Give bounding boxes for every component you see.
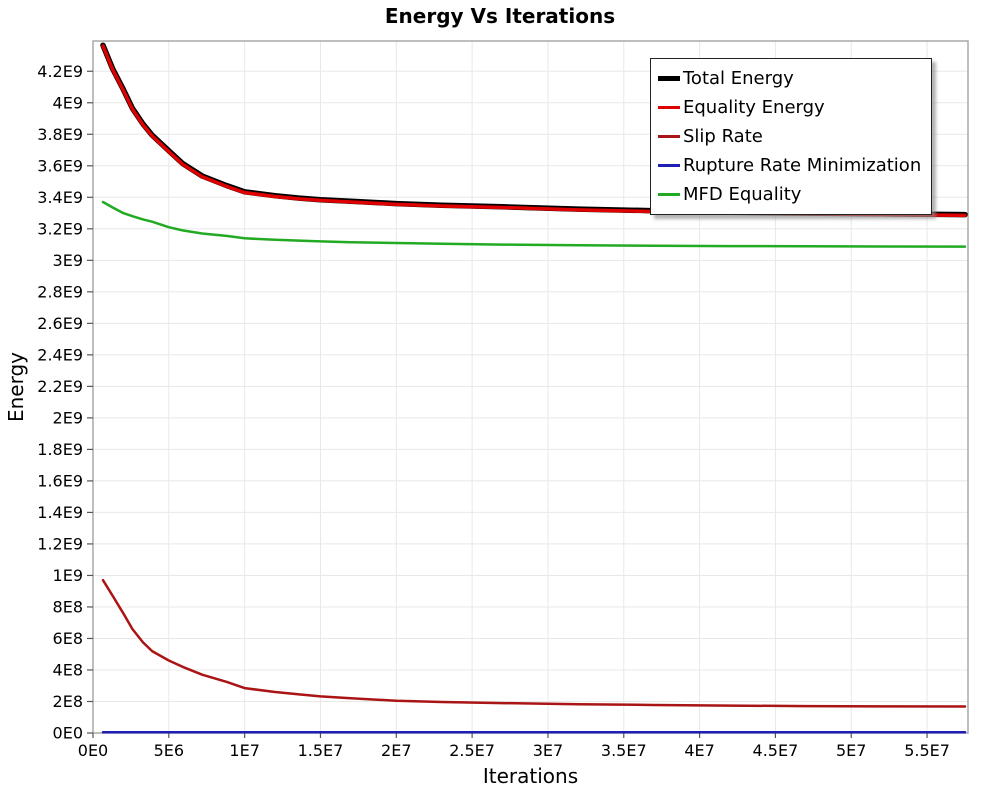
y-tick-label: 4E8 (53, 660, 83, 679)
y-tick-label: 1.4E9 (37, 503, 83, 522)
series-line-mfd-equality (101, 200, 967, 248)
y-tick-label: 8E8 (53, 597, 83, 616)
legend-item: Rupture Rate Minimization (658, 151, 921, 180)
legend-item: Equality Energy (658, 93, 921, 122)
y-axis-title: Energy (4, 351, 28, 423)
legend-item: Slip Rate (658, 122, 921, 151)
x-tick-label: 1.5E7 (298, 741, 344, 760)
legend-item-label: MFD Equality (683, 184, 802, 205)
x-tick-label: 3.5E7 (601, 741, 647, 760)
y-tick-label: 3.8E9 (37, 125, 83, 144)
x-tick-label: 4.5E7 (753, 741, 799, 760)
x-tick-label: 3E7 (533, 741, 563, 760)
legend-item-label: Rupture Rate Minimization (683, 155, 922, 176)
y-tick-label: 3.2E9 (37, 219, 83, 238)
legend-line-swatch (658, 193, 680, 196)
y-tick-label: 2.2E9 (37, 377, 83, 396)
y-tick-label: 3.6E9 (37, 156, 83, 175)
legend-line-swatch (658, 164, 680, 167)
y-tick-label: 0E0 (53, 724, 83, 743)
y-tick-label: 1.2E9 (37, 534, 83, 553)
legend: Total Energy Equality Energy Slip Rate Rupt… (650, 58, 933, 215)
y-tick-label: 1.6E9 (37, 471, 83, 490)
legend-item-label: Slip Rate (683, 126, 763, 147)
y-tick-label: 2.4E9 (37, 345, 83, 364)
y-tick-label: 2.6E9 (37, 314, 83, 333)
y-tick-label: 1.8E9 (37, 440, 83, 459)
chart-title: Energy Vs Iterations (384, 4, 616, 28)
x-axis-title: Iterations (482, 764, 579, 788)
legend-item-label: Equality Energy (683, 97, 825, 118)
x-tick-label: 0E0 (78, 741, 108, 760)
series-line-slip-rate (101, 578, 967, 708)
legend-line-swatch (658, 105, 680, 110)
y-tick-label: 1E9 (53, 566, 83, 585)
x-tick-label: 5.5E7 (904, 741, 950, 760)
x-tick-label: 5E6 (154, 741, 184, 760)
x-tick-label: 2E7 (381, 741, 411, 760)
y-tick-label: 2E9 (53, 408, 83, 427)
x-tick-label: 5E7 (836, 741, 866, 760)
y-tick-label: 2E8 (53, 692, 83, 711)
x-tick-label: 4E7 (684, 741, 714, 760)
y-tick-label: 4E9 (53, 93, 83, 112)
x-tick-label: 1E7 (229, 741, 259, 760)
legend-line-swatch (658, 135, 680, 138)
legend-item: MFD Equality (658, 180, 921, 209)
y-tick-label: 2.8E9 (37, 282, 83, 301)
y-tick-label: 3E9 (53, 251, 83, 270)
y-tick-label: 4.2E9 (37, 62, 83, 81)
legend-item: Total Energy (658, 64, 921, 93)
legend-line-swatch (658, 75, 680, 82)
legend-item-label: Total Energy (683, 68, 794, 89)
y-tick-label: 3.4E9 (37, 188, 83, 207)
y-tick-label: 6E8 (53, 629, 83, 648)
x-tick-label: 2.5E7 (449, 741, 495, 760)
